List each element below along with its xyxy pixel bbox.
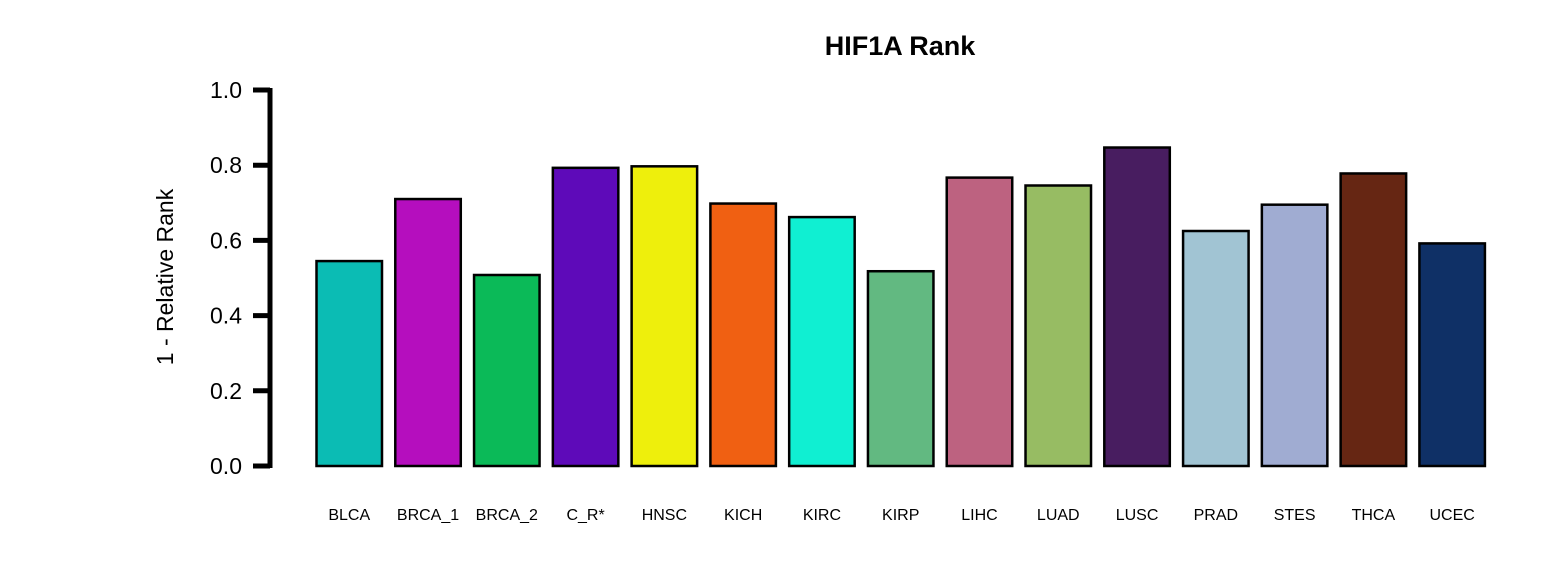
bar-c-r bbox=[551, 166, 620, 468]
chart-title: HIF1A Rank bbox=[825, 31, 977, 61]
y-tick-label: 0.6 bbox=[210, 227, 242, 253]
x-tick-label: KIRP bbox=[882, 507, 919, 524]
x-tick-label: C_R* bbox=[566, 507, 604, 524]
x-tick-label: LUAD bbox=[1037, 507, 1080, 524]
y-tick-label: 0.2 bbox=[210, 378, 242, 404]
bar-blca bbox=[315, 259, 384, 468]
bar-kich bbox=[709, 202, 778, 468]
bar-luad bbox=[1024, 184, 1093, 468]
bar-lihc bbox=[945, 176, 1014, 468]
x-tick-label: LUSC bbox=[1116, 507, 1159, 524]
y-tick-label: 0.4 bbox=[210, 303, 242, 329]
bar-kirp bbox=[866, 269, 935, 468]
x-tick-label: BRCA_1 bbox=[397, 507, 459, 524]
x-tick-label: STES bbox=[1274, 507, 1316, 524]
y-axis-label: 1 - Relative Rank bbox=[152, 188, 178, 365]
x-tick-label: PRAD bbox=[1194, 507, 1238, 524]
x-tick-label: BLCA bbox=[328, 507, 370, 524]
bar-brca-2 bbox=[472, 273, 541, 468]
bars-group bbox=[315, 146, 1487, 468]
x-tick-label: LIHC bbox=[961, 507, 997, 524]
bar-ucec bbox=[1418, 242, 1487, 468]
x-axis-labels: BLCA BRCA_1 BRCA_2 C_R* HNSC KICH KIRC KIRP LIHC… bbox=[328, 507, 1474, 524]
x-tick-label: KIRC bbox=[803, 507, 841, 524]
y-tick-label: 1.0 bbox=[210, 77, 242, 103]
y-tick-label: 0.8 bbox=[210, 152, 242, 178]
x-tick-label: HNSC bbox=[642, 507, 687, 524]
bar-brca-1 bbox=[394, 197, 463, 468]
bar-thca bbox=[1339, 172, 1408, 468]
y-axis: 0.0 0.2 0.4 0.6 0.8 1.0 bbox=[210, 77, 273, 479]
x-tick-label: THCA bbox=[1352, 507, 1396, 524]
bar-kirc bbox=[787, 215, 856, 468]
x-tick-label: BRCA_2 bbox=[476, 507, 538, 524]
y-tick-label: 0.0 bbox=[210, 453, 242, 479]
bar-stes bbox=[1260, 203, 1329, 468]
x-tick-label: KICH bbox=[724, 507, 762, 524]
bar-lusc bbox=[1103, 146, 1172, 468]
x-tick-label: UCEC bbox=[1429, 507, 1474, 524]
bar-prad bbox=[1181, 229, 1250, 468]
bar-hnsc bbox=[630, 165, 699, 468]
